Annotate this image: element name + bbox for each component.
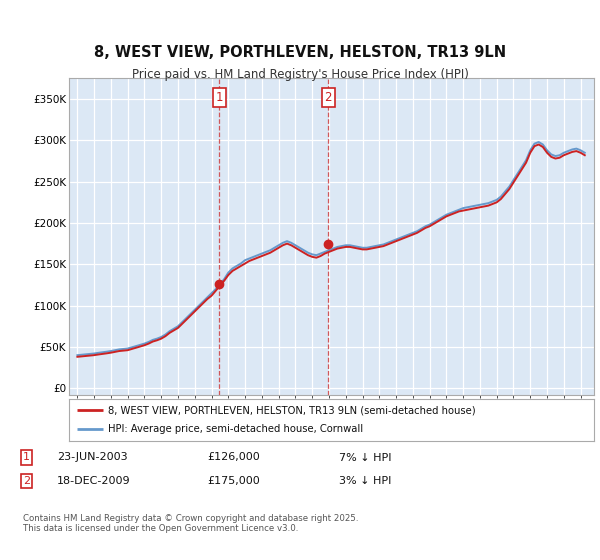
Text: 1: 1 — [216, 91, 223, 104]
Text: 2: 2 — [325, 91, 332, 104]
Text: Price paid vs. HM Land Registry's House Price Index (HPI): Price paid vs. HM Land Registry's House … — [131, 68, 469, 81]
Text: £175,000: £175,000 — [207, 476, 260, 486]
Text: 23-JUN-2003: 23-JUN-2003 — [57, 452, 128, 463]
Text: 2: 2 — [23, 476, 30, 486]
Text: HPI: Average price, semi-detached house, Cornwall: HPI: Average price, semi-detached house,… — [109, 424, 364, 435]
Text: 3% ↓ HPI: 3% ↓ HPI — [339, 476, 391, 486]
Text: 18-DEC-2009: 18-DEC-2009 — [57, 476, 131, 486]
Text: £126,000: £126,000 — [207, 452, 260, 463]
Text: Contains HM Land Registry data © Crown copyright and database right 2025.
This d: Contains HM Land Registry data © Crown c… — [23, 514, 358, 534]
Text: 8, WEST VIEW, PORTHLEVEN, HELSTON, TR13 9LN (semi-detached house): 8, WEST VIEW, PORTHLEVEN, HELSTON, TR13 … — [109, 405, 476, 415]
Text: 7% ↓ HPI: 7% ↓ HPI — [339, 452, 391, 463]
Text: 1: 1 — [23, 452, 30, 463]
Text: 8, WEST VIEW, PORTHLEVEN, HELSTON, TR13 9LN: 8, WEST VIEW, PORTHLEVEN, HELSTON, TR13 … — [94, 45, 506, 60]
